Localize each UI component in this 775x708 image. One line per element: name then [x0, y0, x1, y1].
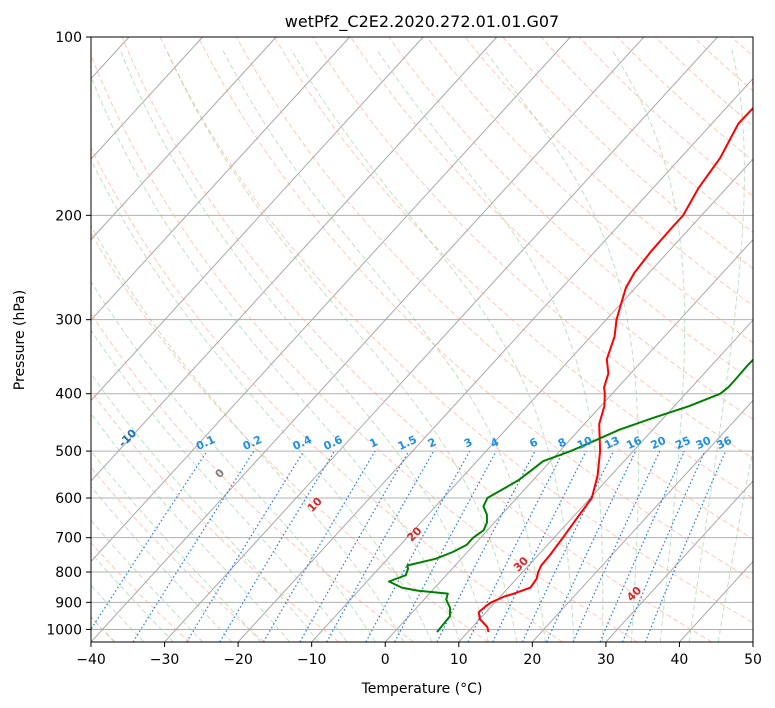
mixing-ratio-label: 16: [624, 434, 644, 452]
mixing-ratio-line: [219, 450, 336, 642]
moist-adiabat: [483, 49, 639, 642]
x-tick-label: −30: [150, 652, 180, 668]
isotherm-line: [384, 238, 753, 642]
dry-adiabat: [91, 466, 265, 642]
dry-adiabat: [159, 37, 753, 624]
plot-frame: [90, 36, 754, 643]
moist-adiabat: [222, 49, 546, 642]
moist-adiabats: [91, 49, 753, 642]
y-tick-label: 500: [55, 444, 82, 460]
moist-adiabat: [91, 224, 405, 642]
dry-adiabat: [91, 312, 414, 642]
y-tick-label: 400: [55, 387, 82, 403]
dewpoint-profile: [388, 358, 753, 633]
moist-adiabat: [290, 49, 575, 642]
profile-series: [388, 71, 753, 633]
x-tick-label: −20: [223, 652, 253, 668]
y-tick-label: 1000: [46, 622, 82, 638]
mixing-ratio-label: 36: [715, 434, 735, 452]
pressure-gridlines: [91, 37, 753, 630]
dry-adiabat: [312, 37, 753, 460]
x-tick-label: 20: [523, 652, 541, 668]
moist-adiabat: [717, 446, 753, 642]
dry-adiabat: [235, 37, 753, 540]
mixing-ratio-line: [91, 450, 208, 631]
x-tick-label: 10: [450, 652, 468, 668]
y-tick-label: 800: [55, 565, 82, 581]
y-tick-label: 900: [55, 595, 82, 611]
dry-adiabat: [273, 37, 753, 499]
mixing-ratio-line: [492, 450, 587, 642]
isotherm-line: [531, 399, 753, 642]
moist-adiabat: [91, 552, 174, 642]
isotherm-line: [605, 480, 753, 642]
moist-adiabat: [166, 49, 518, 642]
dry-adiabat: [388, 37, 753, 382]
x-axis: −40 −30 −20 −10 0 10 20 30 40 50: [76, 642, 762, 668]
mixing-ratio-line: [326, 450, 435, 642]
x-tick-label: 0: [381, 652, 390, 668]
mixing-ratio-line: [622, 450, 706, 642]
y-tick-label: 300: [55, 313, 82, 329]
mixing-ratio-line: [467, 450, 565, 642]
mixing-ratio-label: 30: [694, 434, 714, 452]
y-tick-label: 100: [55, 30, 82, 46]
dry-adiabat: [464, 37, 753, 307]
moist-adiabat: [91, 158, 433, 642]
moist-adiabat: [611, 49, 686, 642]
moist-adiabat: [376, 49, 604, 642]
isotherm-line: [164, 37, 718, 642]
y-tick-label: 700: [55, 531, 82, 547]
moist-adiabat: [91, 485, 233, 642]
mixing-ratio-line: [186, 450, 305, 642]
isotherm-line: [458, 319, 753, 642]
temperature-profile: [477, 71, 753, 633]
x-tick-label: 40: [671, 652, 689, 668]
mixing-ratio-line: [132, 450, 255, 642]
isotherm-line: [91, 37, 498, 482]
moist-adiabat: [91, 584, 145, 642]
isotherm-line: [91, 37, 351, 321]
skewed-isotherms: [91, 37, 753, 642]
mixing-ratio-lines: [91, 450, 727, 642]
y-axis: 100 200 300 400 500 600 700 800 900 1000: [46, 30, 91, 638]
x-axis-title: Temperature (°C): [361, 681, 483, 697]
dry-adiabat: [91, 146, 563, 642]
moist-adiabat: [91, 329, 348, 642]
isotherm-line: [237, 77, 753, 642]
mixing-ratio-label: 20: [649, 434, 669, 452]
mixing-ratio-line: [394, 450, 497, 642]
moist-adiabat: [119, 49, 489, 642]
isotherm-line: [311, 158, 753, 642]
dry-adiabat: [197, 37, 753, 582]
y-tick-label: 200: [55, 208, 82, 224]
x-tick-label: −40: [76, 652, 106, 668]
mixing-ratio-line: [365, 450, 471, 642]
isotherm-line: [91, 37, 645, 642]
mixing-ratio-label: 10: [575, 434, 595, 452]
mixing-ratio-line: [572, 450, 661, 642]
isotherm-line: [91, 37, 424, 402]
dry-adiabats: [91, 37, 753, 642]
dry-adiabat: [121, 37, 713, 642]
mixing-ratio-label: 13: [602, 434, 621, 452]
mixing-ratio-line: [644, 450, 727, 642]
moist-adiabat: [91, 519, 204, 642]
y-axis-title: Pressure (hPa): [12, 290, 28, 390]
x-tick-label: 30: [597, 652, 615, 668]
moist-adiabat: [688, 49, 745, 642]
mixing-ratio-line: [599, 450, 686, 642]
isotherm-line: [91, 37, 277, 241]
x-tick-label: 50: [744, 652, 762, 668]
moist-adiabat: [91, 75, 461, 642]
moist-adiabat: [91, 280, 376, 642]
isotherm-line: [91, 37, 203, 160]
y-tick-label: 600: [55, 491, 82, 507]
mixing-ratio-label: 25: [673, 434, 692, 452]
x-tick-label: −10: [297, 652, 327, 668]
chart-title: wetPf2_C2E2.2020.272.01.01.G07: [285, 12, 559, 32]
moist-adiabat: [91, 450, 262, 642]
